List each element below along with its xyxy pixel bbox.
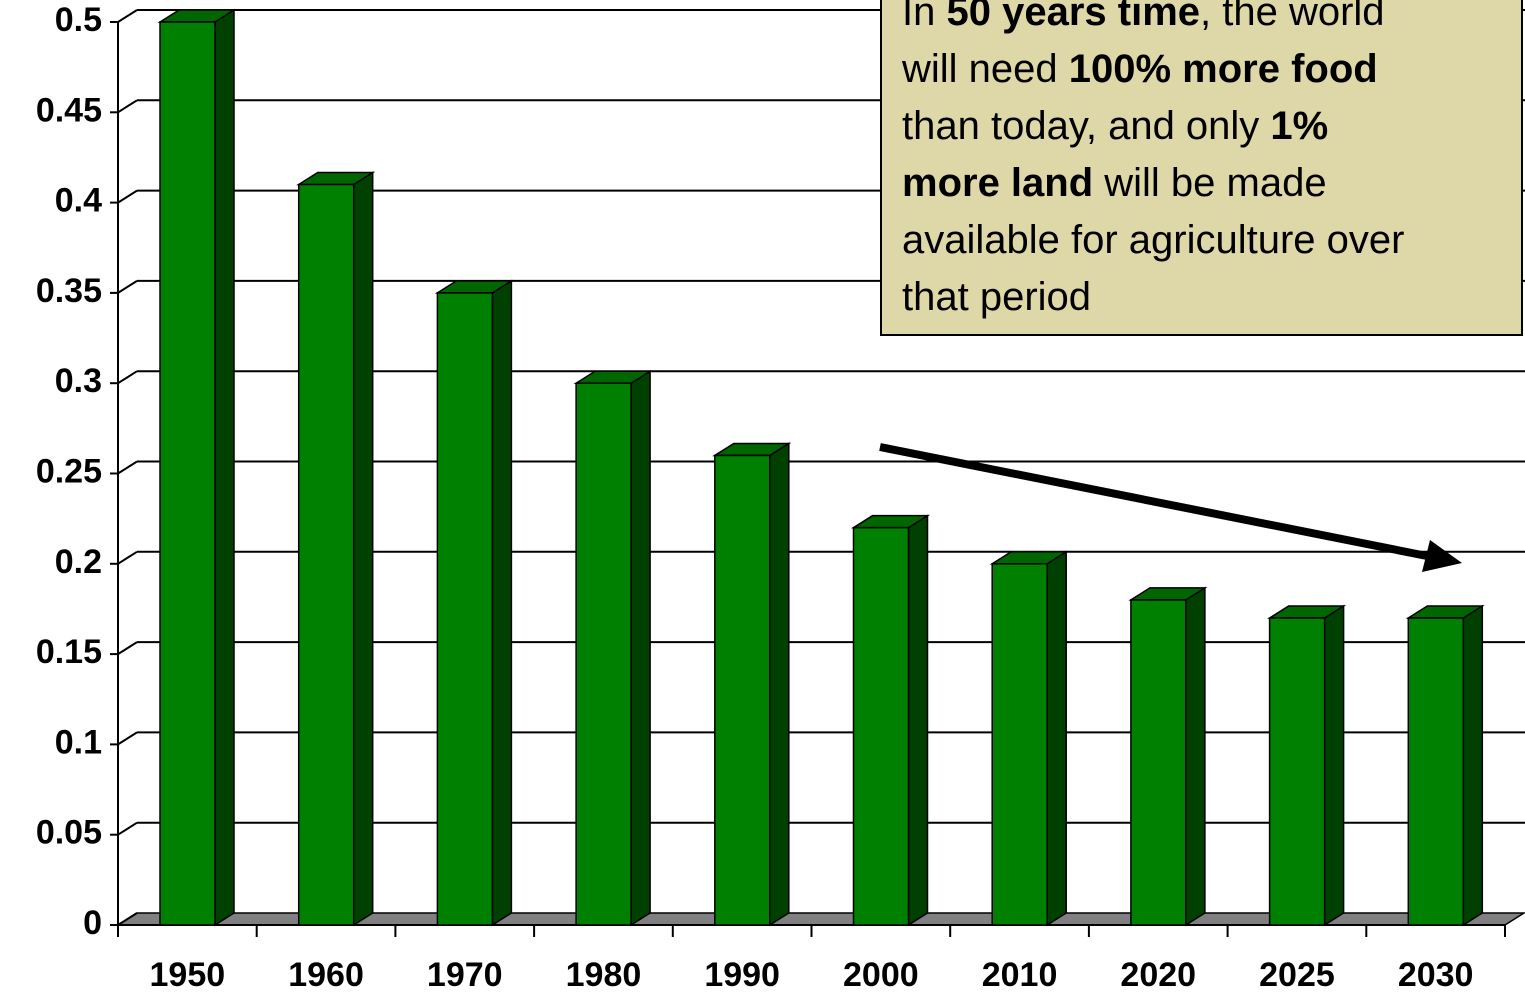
y-tick-label: 0.45 — [36, 91, 102, 129]
annotation-text: more land — [902, 161, 1094, 205]
x-tick-label: 2020 — [1120, 956, 1196, 994]
x-tick-label: 2000 — [843, 956, 919, 994]
grid-line-diagonal — [117, 189, 138, 204]
grid-line-diagonal — [117, 641, 138, 655]
grid-line-diagonal — [117, 460, 138, 475]
grid-line-diagonal — [117, 370, 138, 385]
grid-line-diagonal — [117, 731, 138, 746]
bar — [436, 292, 494, 926]
x-tick-label: 1990 — [704, 956, 780, 994]
bar — [1268, 617, 1326, 926]
grid-line-diagonal — [117, 821, 138, 836]
bar-side — [214, 8, 235, 927]
x-tick-label: 1950 — [150, 956, 226, 994]
bar-side — [352, 171, 374, 927]
grid-line-diagonal — [117, 550, 138, 565]
trend-arrow — [879, 443, 1462, 572]
y-tick-label: 0.05 — [36, 814, 102, 852]
y-tick-label: 0.3 — [55, 362, 102, 400]
y-tick-label: 0.2 — [55, 543, 102, 581]
y-tick-label: 0.4 — [55, 182, 102, 220]
annotation-text: , the world — [1200, 0, 1385, 34]
bar-side — [491, 279, 513, 927]
annotation-line: more land will be made — [902, 155, 1521, 212]
annotation-text: that period — [902, 275, 1092, 319]
y-tick-label: 0.25 — [36, 452, 102, 490]
bar-side — [630, 369, 651, 927]
annotation-text: 1% — [1270, 104, 1329, 148]
bar — [297, 183, 355, 926]
annotation-line: that period — [902, 269, 1521, 326]
annotation-line: In 50 years time, the world — [902, 0, 1521, 41]
y-tick-label: 0.1 — [55, 723, 102, 761]
annotation-box: In 50 years time, the world will need 100… — [880, 0, 1523, 336]
annotation-text: available for agriculture over — [902, 218, 1405, 262]
bar-side — [907, 514, 929, 927]
annotation-text: will be made — [1093, 161, 1327, 205]
bar — [714, 454, 771, 926]
bar-side — [1046, 550, 1067, 927]
x-tick-label: 2025 — [1259, 956, 1335, 994]
x-tick-label: 1970 — [427, 956, 503, 994]
grid-line-diagonal — [117, 280, 138, 294]
bar — [159, 21, 216, 926]
bar-side — [1323, 604, 1345, 927]
bar-side — [1185, 586, 1206, 927]
bar-side — [769, 442, 790, 927]
bar — [991, 563, 1048, 926]
grid-line-diagonal — [117, 9, 138, 23]
bar — [1407, 617, 1465, 926]
arrow-shaft — [879, 443, 1433, 561]
annotation-line: will need 100% more food — [902, 41, 1521, 98]
y-tick-label: 0.15 — [36, 633, 102, 671]
x-tick-label: 1960 — [288, 956, 364, 994]
x-tick-label: 2010 — [982, 956, 1058, 994]
y-tick-label: 0 — [83, 904, 102, 942]
annotation-text: In — [902, 0, 947, 34]
bar — [1130, 599, 1187, 926]
arrow-head — [1422, 540, 1462, 572]
annotation-line: than today, and only 1% — [902, 98, 1521, 155]
x-tick-label: 1980 — [566, 956, 642, 994]
grid-line-diagonal — [117, 99, 138, 114]
y-tick-label: 0.5 — [55, 1, 102, 39]
grid-line-diagonal — [117, 912, 138, 926]
annotation-text: 50 years time — [946, 0, 1200, 34]
annotation-text: than today, and only — [902, 104, 1271, 148]
bars — [157, 8, 1485, 927]
x-tick-label: 2030 — [1398, 956, 1474, 994]
annotation-line: available for agriculture over — [902, 212, 1521, 269]
bar — [852, 526, 910, 926]
annotation-text: will need — [902, 47, 1069, 91]
bar — [575, 382, 632, 926]
annotation-text: 100% more food — [1068, 47, 1378, 91]
bar-side — [1462, 604, 1484, 927]
y-tick-label: 0.35 — [36, 272, 102, 310]
